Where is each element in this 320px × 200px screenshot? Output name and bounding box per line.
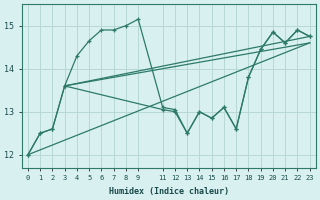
X-axis label: Humidex (Indice chaleur): Humidex (Indice chaleur) <box>109 187 229 196</box>
